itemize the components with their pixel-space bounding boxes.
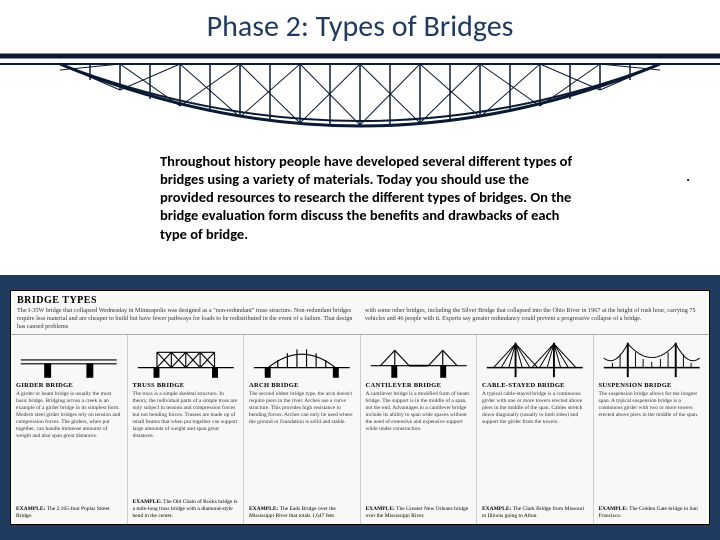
type-name: CABLE-STAYED BRIDGE	[482, 382, 588, 389]
type-example: EXAMPLE: The Golden Gate bridge in San F…	[599, 506, 705, 520]
type-name: ARCH BRIDGE	[249, 382, 355, 389]
type-cantilever: CANTILEVER BRIDGE A cantilever bridge is…	[361, 335, 478, 524]
slide-title: Phase 2: Types of Bridges	[0, 8, 720, 45]
body-text: Throughout history people have developed…	[160, 152, 580, 243]
type-example: EXAMPLE: The Greater New Orleans bridge …	[366, 506, 472, 520]
type-desc: The suspension bridge allows for the lon…	[599, 391, 705, 502]
cable-stayed-bridge-icon	[482, 338, 588, 380]
type-desc: A girder or beam bridge is usually the m…	[16, 391, 122, 502]
arch-bridge-illustration	[0, 48, 720, 133]
bridge-types-panel: BRIDGE TYPES The I-35W bridge that colla…	[10, 290, 710, 525]
type-name: TRUSS BRIDGE	[133, 382, 239, 389]
suspension-bridge-icon	[599, 338, 705, 380]
truss-bridge-icon	[133, 338, 239, 380]
types-heading: BRIDGE TYPES	[17, 295, 703, 306]
type-cable-stayed: CABLE-STAYED BRIDGE A typical cable-stay…	[477, 335, 594, 524]
types-grid: GIRDER BRIDGE A girder or beam bridge is…	[11, 334, 709, 524]
type-girder: GIRDER BRIDGE A girder or beam bridge is…	[11, 335, 128, 524]
girder-bridge-icon	[16, 338, 122, 380]
type-example: EXAMPLE: The Old Chain of Rocks bridge i…	[133, 499, 239, 520]
cantilever-bridge-icon	[366, 338, 472, 380]
type-desc: The truss is a simple skeletal structure…	[133, 391, 239, 495]
type-arch: ARCH BRIDGE The second oldest bridge typ…	[244, 335, 361, 524]
types-intro-right: with some other bridges, including the S…	[365, 307, 703, 330]
type-desc: The second oldest bridge type, the arch …	[249, 391, 355, 502]
white-panel: Phase 2: Types of Bridges	[0, 0, 720, 275]
type-example: EXAMPLE: The 2,165-foot Poplar Street Br…	[16, 506, 122, 520]
stray-period: .	[686, 168, 690, 185]
type-desc: A cantilever bridge is a modified form o…	[366, 391, 472, 502]
type-desc: A typical cable-stayed bridge is a conti…	[482, 391, 588, 502]
type-example: EXAMPLE: The Clark Bridge from Missouri …	[482, 506, 588, 520]
arch-bridge-icon	[249, 338, 355, 380]
type-example: EXAMPLE: The Eads Bridge over the Missis…	[249, 506, 355, 520]
type-name: SUSPENSION BRIDGE	[599, 382, 705, 389]
type-truss: TRUSS BRIDGE The truss is a simple skele…	[128, 335, 245, 524]
types-intro: The I-35W bridge that collapsed Wednesda…	[17, 307, 703, 330]
types-intro-left: The I-35W bridge that collapsed Wednesda…	[17, 307, 355, 330]
type-name: GIRDER BRIDGE	[16, 382, 122, 389]
type-suspension: SUSPENSION BRIDGE The suspension bridge …	[594, 335, 710, 524]
types-header: BRIDGE TYPES The I-35W bridge that colla…	[11, 291, 709, 332]
type-name: CANTILEVER BRIDGE	[366, 382, 472, 389]
